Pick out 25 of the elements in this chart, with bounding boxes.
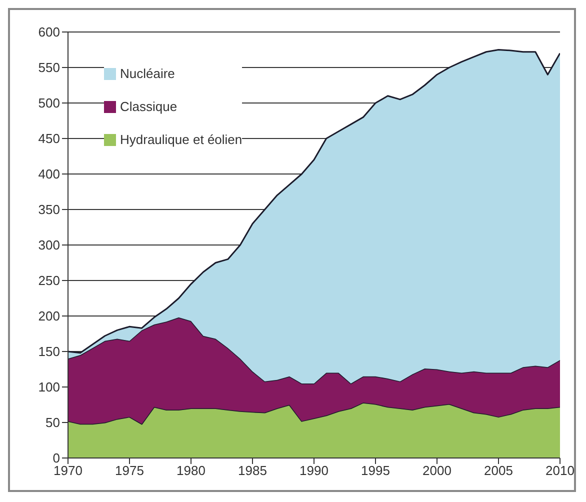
x-tick-label: 1995 xyxy=(361,463,390,478)
y-tick-label: 350 xyxy=(38,202,60,218)
x-tick-label: 1990 xyxy=(300,463,328,478)
y-tick-label: 250 xyxy=(38,273,60,288)
legend-label: Nucléaire xyxy=(120,66,175,81)
y-tick-label: 100 xyxy=(38,380,60,395)
y-tick-label: 150 xyxy=(38,344,60,360)
y-tick-label: 550 xyxy=(38,60,60,76)
y-tick-label: 200 xyxy=(38,308,60,324)
y-tick-label: 300 xyxy=(38,238,60,253)
x-tick-label: 2000 xyxy=(422,463,452,478)
y-tick-label: 400 xyxy=(38,166,60,182)
y-tick-label: 500 xyxy=(38,96,60,111)
x-tick-label: 1975 xyxy=(115,463,144,478)
y-tick-label: 600 xyxy=(38,24,60,40)
legend-label: Hydraulique et éolien xyxy=(120,132,242,147)
legend-label: Classique xyxy=(120,99,178,114)
x-tick-label: 1980 xyxy=(176,463,206,478)
x-tick-label: 2010 xyxy=(546,463,574,478)
x-tick-label: 2005 xyxy=(484,463,513,478)
x-tick-label: 1985 xyxy=(238,463,267,478)
x-tick-label: 1970 xyxy=(54,463,82,478)
y-tick-label: 50 xyxy=(46,415,60,430)
y-tick-label: 0 xyxy=(52,450,60,466)
y-tick-label: 450 xyxy=(38,131,60,146)
